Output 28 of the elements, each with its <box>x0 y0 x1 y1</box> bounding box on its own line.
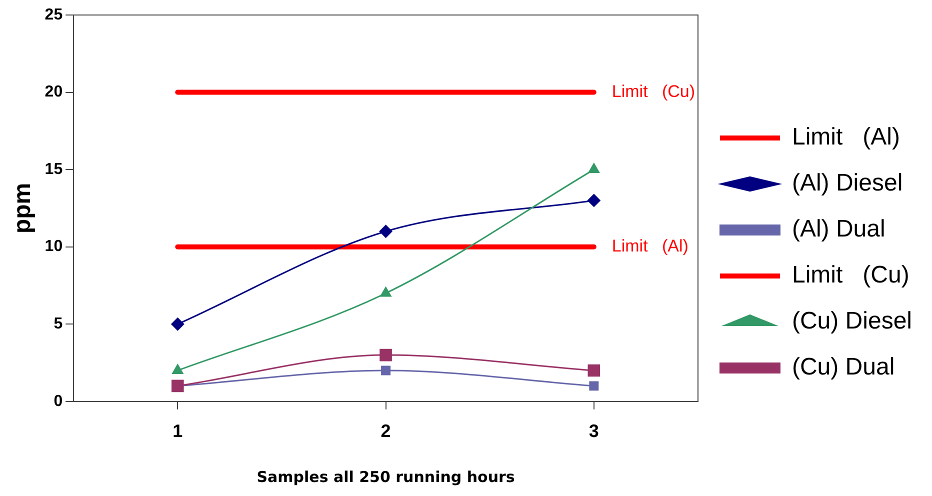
point <box>379 224 392 238</box>
x-tick-label: 1 <box>172 421 183 442</box>
annotation: Limit (Al) <box>612 236 688 256</box>
legend-label: Limit (Al) <box>792 124 900 151</box>
legend-label: (Al) Dual <box>792 216 886 243</box>
legend-label: (Cu) Dual <box>792 354 895 381</box>
point <box>380 286 392 297</box>
point <box>381 366 391 376</box>
legend-label: (Cu) Diesel <box>792 308 912 335</box>
point <box>380 348 392 362</box>
annotation: Limit (Cu) <box>612 82 696 101</box>
y-tick-label: 20 <box>44 84 63 101</box>
legend-label: (Al) Diesel <box>792 170 903 197</box>
y-tick-label: 0 <box>54 392 63 410</box>
y-tick-label: 25 <box>44 6 63 24</box>
y-axis-title: ppm <box>9 182 36 234</box>
point <box>589 381 599 391</box>
y-tick-label: 5 <box>54 316 63 333</box>
point <box>171 318 184 331</box>
y-tick-label: 15 <box>44 160 63 178</box>
x-axis-title: Samples all 250 running hours <box>256 468 515 486</box>
point <box>588 163 600 174</box>
point <box>588 364 600 377</box>
point <box>587 194 600 207</box>
x-tick-label: 3 <box>588 421 599 442</box>
x-tick-label: 2 <box>380 421 391 442</box>
legend-label: Limit (Cu) <box>792 262 910 289</box>
y-tick-label: 10 <box>44 238 63 256</box>
